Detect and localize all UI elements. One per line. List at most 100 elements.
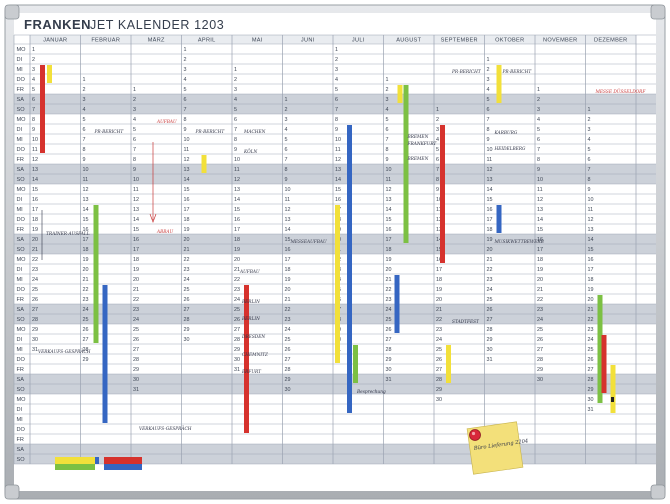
day-number: 18: [537, 257, 543, 263]
day-number: 19: [537, 267, 543, 273]
day-number: 11: [285, 197, 291, 203]
weekday-label: MO: [17, 117, 27, 123]
day-number: 18: [386, 247, 392, 253]
magnet-strip[interactable]: [347, 125, 352, 413]
magnet-strip[interactable]: [244, 285, 249, 433]
day-number: 22: [588, 317, 594, 323]
day-number: 26: [234, 317, 240, 323]
handwritten-note: MUSIKWETTBEWERB: [494, 240, 544, 245]
magnet-strip[interactable]: [601, 335, 607, 393]
day-number: 13: [537, 207, 543, 213]
pin-icon[interactable]: [469, 429, 481, 441]
magnet-strip[interactable]: [40, 65, 45, 153]
day-number: 19: [588, 287, 594, 293]
day-number: 23: [285, 317, 291, 323]
handwritten-note: BERLIN: [241, 300, 260, 305]
magnet-strip[interactable]: [440, 125, 445, 263]
day-number: 23: [487, 277, 493, 283]
weekday-label: DI: [17, 407, 23, 413]
magnet-strip[interactable]: [397, 85, 403, 103]
day-number: 24: [386, 307, 392, 313]
sticky-note[interactable]: Büro Lieferung 2204: [466, 421, 532, 475]
day-number: 5: [184, 87, 187, 93]
weekday-label: SO: [17, 177, 26, 183]
day-number: 30: [234, 357, 240, 363]
day-number: 1: [32, 47, 35, 53]
day-number: 5: [285, 137, 288, 143]
day-number: 17: [436, 267, 442, 273]
weekday-label: SA: [17, 97, 25, 103]
weekday-label: MI: [17, 207, 24, 213]
weekday-label: FR: [17, 227, 24, 233]
day-number: 24: [32, 277, 38, 283]
day-number: 23: [133, 307, 139, 313]
handwritten-note: BREMEN: [407, 135, 429, 140]
day-number: 9: [83, 157, 86, 163]
weekday-label: SA: [17, 307, 25, 313]
magnet-strip[interactable]: [47, 65, 52, 83]
day-number: 13: [436, 227, 442, 233]
day-number: 23: [436, 327, 442, 333]
month-header: AUGUST: [396, 38, 421, 44]
day-number: 6: [335, 97, 338, 103]
day-number: 1: [234, 67, 237, 73]
day-number: 5: [234, 107, 237, 113]
day-number: 26: [436, 357, 442, 363]
day-number: 5: [386, 117, 389, 123]
day-number: 7: [32, 107, 35, 113]
weekday-label: DO: [17, 287, 26, 293]
magnet-strip[interactable]: [496, 205, 502, 233]
day-number: 24: [436, 337, 442, 343]
weekday-label: DI: [17, 57, 23, 63]
day-number: 4: [285, 127, 288, 133]
day-number: 19: [285, 277, 291, 283]
magnet-strip[interactable]: [335, 205, 340, 363]
handwritten-note: PR-BERICHT: [195, 130, 226, 135]
day-number: 6: [83, 127, 86, 133]
magnet-strip[interactable]: [610, 365, 616, 413]
day-number: 18: [487, 227, 493, 233]
day-number: 27: [133, 347, 139, 353]
day-number: 16: [32, 197, 38, 203]
magnet-strip[interactable]: [102, 285, 108, 423]
day-number: 16: [436, 257, 442, 263]
day-number: 31: [32, 347, 38, 353]
day-number: 20: [133, 277, 139, 283]
magnet-strip[interactable]: [597, 295, 603, 403]
weekday-label: SA: [17, 377, 25, 383]
day-number: 8: [335, 117, 338, 123]
day-number: 30: [184, 337, 190, 343]
legend-chips: [55, 457, 142, 470]
day-number: 6: [436, 157, 439, 163]
day-number: 24: [83, 307, 89, 313]
day-number: 29: [588, 387, 594, 393]
day-number: 26: [487, 307, 493, 313]
magnet-strip[interactable]: [403, 85, 409, 243]
weekday-label: DI: [17, 197, 23, 203]
weekday-label: DO: [17, 77, 26, 83]
day-number: 12: [83, 187, 89, 193]
day-number: 21: [386, 277, 392, 283]
day-number: 1: [386, 77, 389, 83]
handwritten-notes: PR-BERICHT AUFBAU PR-BERICHT PR-BERICHT PR-B…: [38, 70, 646, 432]
day-number: 18: [285, 267, 291, 273]
magnet-strip[interactable]: [394, 275, 400, 333]
day-number: 4: [588, 137, 591, 143]
day-number: 13: [184, 167, 190, 173]
magnet-strip[interactable]: [496, 65, 502, 103]
day-number: 19: [487, 237, 493, 243]
day-number: 15: [386, 217, 392, 223]
handwritten-note: KÖLN: [243, 149, 257, 155]
magnet-strip[interactable]: [353, 345, 358, 383]
magnet-strip[interactable]: [446, 345, 451, 383]
day-number: 25: [537, 327, 543, 333]
handwritten-note: DRESDEN: [241, 335, 265, 340]
magnet-strip[interactable]: [93, 205, 99, 343]
day-number: 24: [487, 287, 493, 293]
day-number: 10: [537, 177, 543, 183]
magnet-strip[interactable]: [201, 155, 207, 173]
day-number: 2: [386, 87, 389, 93]
weekday-label: SO: [17, 107, 26, 113]
handwritten-note: HEIDELBERG: [494, 147, 527, 152]
month-header: DEZEMBER: [594, 38, 627, 44]
